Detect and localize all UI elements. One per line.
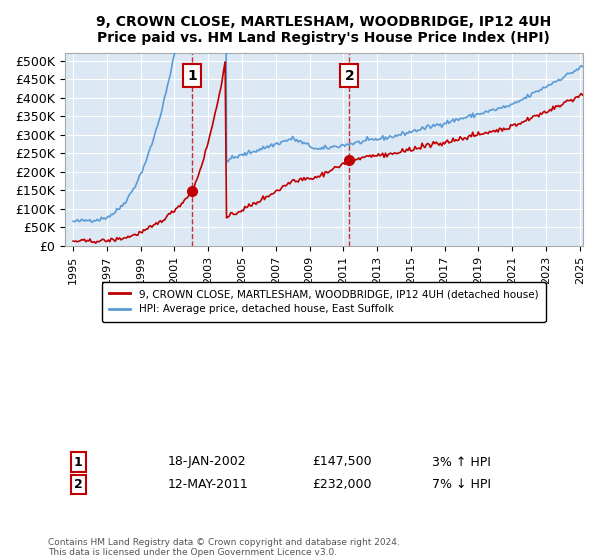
Title: 9, CROWN CLOSE, MARTLESHAM, WOODBRIDGE, IP12 4UH
Price paid vs. HM Land Registry: 9, CROWN CLOSE, MARTLESHAM, WOODBRIDGE, … [96,15,551,45]
Legend: 9, CROWN CLOSE, MARTLESHAM, WOODBRIDGE, IP12 4UH (detached house), HPI: Average : 9, CROWN CLOSE, MARTLESHAM, WOODBRIDGE, … [102,282,545,321]
Text: £232,000: £232,000 [312,478,371,491]
Text: Contains HM Land Registry data © Crown copyright and database right 2024.
This d: Contains HM Land Registry data © Crown c… [48,538,400,557]
Text: £147,500: £147,500 [312,455,371,469]
Text: 2: 2 [74,478,82,491]
Text: 3% ↑ HPI: 3% ↑ HPI [432,455,491,469]
Text: 12-MAY-2011: 12-MAY-2011 [168,478,249,491]
Text: 7% ↓ HPI: 7% ↓ HPI [432,478,491,491]
Text: 18-JAN-2002: 18-JAN-2002 [168,455,247,469]
Text: 1: 1 [187,68,197,82]
Text: 2: 2 [344,68,354,82]
Text: 1: 1 [74,455,82,469]
